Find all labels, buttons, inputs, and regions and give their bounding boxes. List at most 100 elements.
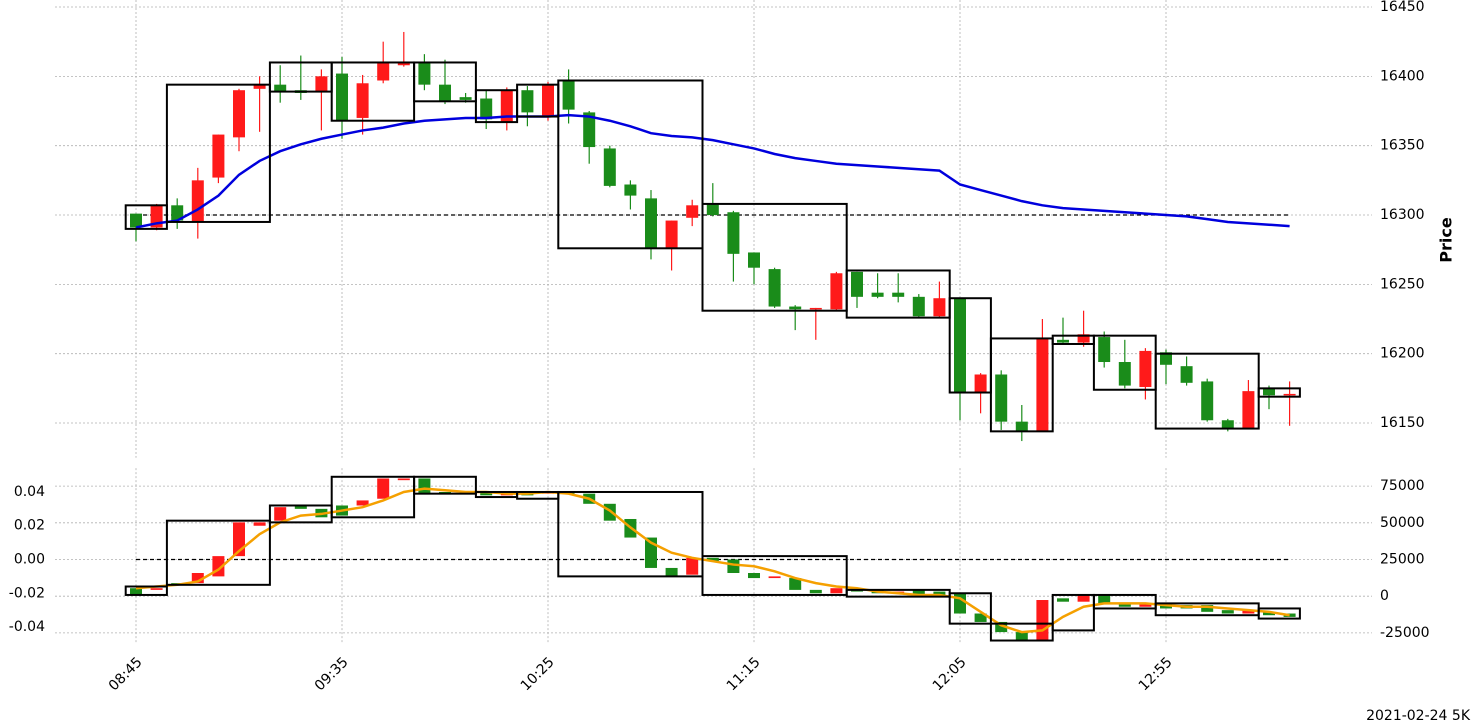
candle-body [1057, 598, 1069, 602]
range-box [701, 202, 848, 312]
candle-body [1036, 600, 1049, 641]
range-box [701, 555, 848, 596]
candle-body [974, 374, 987, 393]
candle-body [418, 478, 431, 494]
y-tick-label: -0.04 [9, 619, 45, 635]
range-box [330, 475, 416, 519]
candle-body [130, 213, 142, 228]
candle-body [789, 578, 802, 590]
footer: 2021-02-24 5K [1366, 708, 1471, 724]
candle-body [315, 76, 328, 92]
candle-body [727, 559, 740, 574]
y-tick-label: 16150 [1380, 415, 1425, 431]
candle-body [892, 292, 905, 297]
candle-body [1036, 338, 1049, 432]
candle-body [1098, 337, 1111, 363]
candle-body [459, 97, 472, 100]
candle-body [830, 273, 843, 310]
candle-body [748, 252, 760, 268]
candle-body [377, 62, 390, 81]
candle-body [253, 84, 266, 89]
indicator-line [135, 113, 1290, 229]
candle-body [150, 588, 163, 590]
candle-body [274, 507, 287, 521]
candle-body [789, 306, 802, 310]
candle-body [748, 573, 760, 579]
candle-body [912, 589, 925, 595]
candle-body [191, 180, 204, 222]
candle-body [397, 478, 410, 481]
range-box [989, 337, 1054, 433]
candle-body [686, 557, 699, 575]
y-tick-label: 16300 [1380, 207, 1425, 223]
x-tick-label: 09:35 [312, 654, 352, 694]
y2-tick-label: 0 [1380, 588, 1389, 604]
y2-tick-label: 25000 [1380, 552, 1425, 568]
candle-body [706, 203, 719, 216]
candle-body [583, 112, 596, 148]
candle-body [418, 62, 431, 85]
x-tick-label: 12:05 [930, 654, 970, 694]
candle-body [871, 292, 884, 297]
range-box [1051, 593, 1095, 632]
candle-body [1263, 611, 1275, 616]
candle-body [954, 298, 966, 393]
candle-body [1201, 605, 1214, 612]
candle-body [727, 212, 740, 254]
y-tick-label: 16250 [1380, 276, 1425, 292]
candle-body [851, 271, 863, 297]
range-box [1257, 607, 1301, 620]
candle-body [1077, 334, 1090, 343]
candle-body [768, 576, 781, 579]
range-box [413, 61, 477, 103]
candle-body [1139, 350, 1152, 387]
x-tick-label: 10:25 [518, 654, 558, 694]
candle-body [1118, 603, 1131, 607]
candle-body [1118, 362, 1131, 386]
range-box [1092, 593, 1157, 610]
candle-body [1201, 381, 1214, 421]
candle-body [294, 505, 307, 509]
candle-body [1180, 366, 1193, 383]
y-tick-label: -0.02 [9, 585, 45, 601]
candle-body [645, 198, 657, 249]
candle-body [253, 522, 266, 526]
y-tick-label: 16400 [1380, 68, 1425, 84]
y-tick-label: 0.04 [14, 484, 45, 500]
range-box [948, 592, 992, 625]
candle-body [233, 90, 245, 138]
y-axis-label: Price [1437, 217, 1456, 263]
range-box [124, 585, 168, 596]
x-tick-label: 11:15 [724, 654, 764, 694]
candle-body [397, 62, 410, 66]
range-box [1257, 387, 1301, 398]
candle-body [1139, 603, 1152, 607]
candle-body [439, 84, 451, 102]
candle-body [954, 593, 966, 614]
candle-body [562, 80, 575, 110]
candle-body [480, 98, 493, 120]
candle-body [1160, 352, 1172, 365]
range-box [557, 490, 704, 578]
y-tick-label: 0.00 [14, 552, 45, 568]
candle-body [665, 567, 678, 577]
range-box [165, 83, 271, 223]
candle-body [768, 269, 781, 307]
y2-tick-label: 50000 [1380, 515, 1425, 531]
candle-body [356, 500, 369, 506]
candle-body [171, 205, 184, 221]
candle-body [521, 90, 534, 113]
candle-body [1263, 388, 1275, 396]
candle-body [1057, 339, 1069, 343]
y-tick-label: 16200 [1380, 346, 1425, 362]
range-box [165, 519, 271, 586]
x-tick-label: 08:45 [106, 654, 146, 694]
candle-body [356, 83, 369, 118]
range-box [557, 79, 704, 250]
y2-tick-label: -25000 [1380, 625, 1430, 641]
candle-body [1283, 393, 1296, 396]
x-tick-label: 12:55 [1136, 654, 1176, 694]
y-tick-label: 0.02 [14, 518, 45, 534]
candle-body [974, 613, 987, 622]
